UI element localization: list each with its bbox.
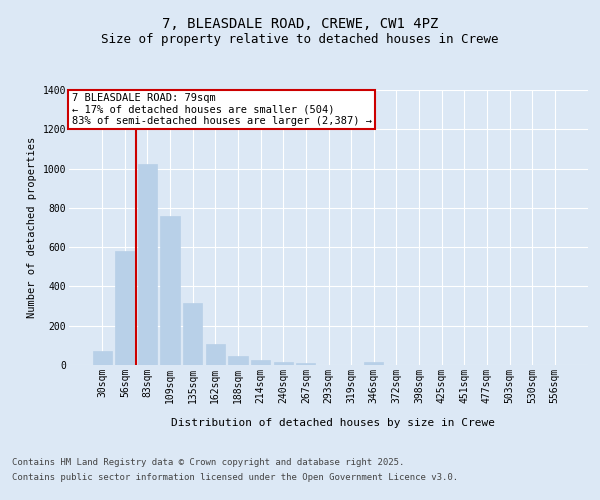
Text: 7, BLEASDALE ROAD, CREWE, CW1 4PZ: 7, BLEASDALE ROAD, CREWE, CW1 4PZ [162,18,438,32]
Bar [183,303,202,365]
Bar [160,216,180,365]
Text: Size of property relative to detached houses in Crewe: Size of property relative to detached ho… [101,32,499,46]
Bar [296,363,316,365]
Bar [251,360,270,365]
Bar [138,164,157,365]
Bar [274,362,293,365]
Y-axis label: Number of detached properties: Number of detached properties [27,137,37,318]
Text: Distribution of detached houses by size in Crewe: Distribution of detached houses by size … [171,418,495,428]
Bar [229,356,248,365]
Bar [206,344,225,365]
Bar [364,362,383,365]
Text: Contains public sector information licensed under the Open Government Licence v3: Contains public sector information licen… [12,473,458,482]
Bar [92,351,112,365]
Bar [115,251,134,365]
Text: Contains HM Land Registry data © Crown copyright and database right 2025.: Contains HM Land Registry data © Crown c… [12,458,404,467]
Text: 7 BLEASDALE ROAD: 79sqm
← 17% of detached houses are smaller (504)
83% of semi-d: 7 BLEASDALE ROAD: 79sqm ← 17% of detache… [71,92,371,126]
